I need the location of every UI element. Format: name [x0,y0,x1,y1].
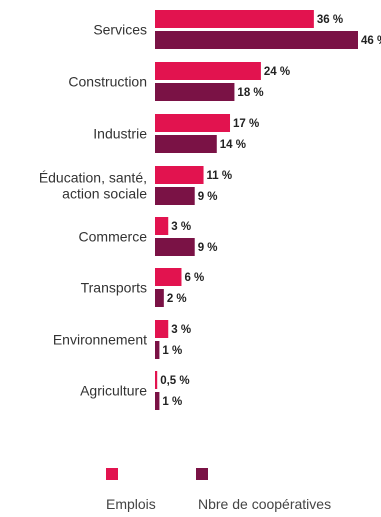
bar-cooperatives [155,135,217,153]
value-label-cooperatives: 1 % [162,345,182,357]
value-label-emplois: 24 % [264,66,290,78]
bar-cooperatives [155,31,358,49]
bar-cooperatives [155,341,160,359]
category-label-line: Industrie [93,126,147,142]
bar-emplois [155,114,231,132]
value-label-emplois: 17 % [233,118,259,130]
value-label-cooperatives: 1 % [162,396,182,408]
category-label: Éducation, santé, action sociale [39,170,147,202]
bar-emplois [155,320,169,338]
category-label: Construction [68,74,147,90]
value-label-emplois: 6 % [184,272,204,284]
bar-emplois [155,217,169,235]
value-label-cooperatives: 18 % [237,87,263,99]
category-label: Services [93,22,147,38]
bar-cooperatives [155,289,164,307]
bar-emplois [155,268,182,286]
value-label-emplois: 11 % [207,170,233,182]
category-label: Transports [81,280,147,296]
category-label-line: Construction [68,74,147,90]
category-label-line: action sociale [62,186,147,202]
bar-cooperatives [155,187,195,205]
bar-cooperatives [155,238,195,256]
category-label-line: Éducation, santé, [39,170,147,186]
category-label: Environnement [53,332,147,348]
category-label-line: Environnement [53,332,147,348]
value-label-cooperatives: 9 % [198,191,218,203]
value-label-emplois: 3 % [171,221,191,233]
category-label: Industrie [93,126,147,142]
category-label: Commerce [79,229,148,245]
value-label-cooperatives: 46 % [361,35,381,47]
value-label-cooperatives: 14 % [220,139,246,151]
legend: Emplois Nbre de coopératives [0,462,381,517]
value-label-emplois: 3 % [171,324,191,336]
value-label-cooperatives: 9 % [198,242,218,254]
legend-label-cooperatives: Nbre de coopératives [198,496,332,512]
bar-chart: Services 36 % 46 % Construction 24 %18 % Indu… [39,10,381,410]
category-label: Agriculture [80,383,147,399]
legend-swatch-cooperatives [196,468,208,480]
bar-emplois [155,62,261,80]
category-label-line: Agriculture [80,383,147,399]
bar-cooperatives [155,392,160,410]
category-label-line: Commerce [79,229,148,245]
bar-cooperatives [155,83,235,101]
legend-swatch-emplois [106,468,118,480]
category-label-line: Transports [81,280,147,296]
category-label-line: Services [93,22,147,38]
bar-emplois [155,371,158,389]
value-label-emplois: 36 % [317,14,343,26]
legend-label-emplois: Emplois [106,496,156,512]
bar-emplois [155,10,314,28]
value-label-emplois: 0,5 % [160,375,189,387]
value-label-cooperatives: 2 % [167,293,187,305]
bar-emplois [155,166,204,184]
